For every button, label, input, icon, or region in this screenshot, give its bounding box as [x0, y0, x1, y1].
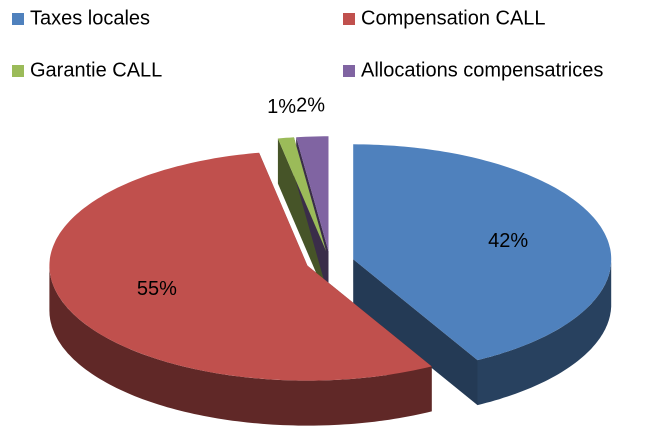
slice — [277, 137, 327, 252]
pie-labels: 42% 55% 1% 2% — [137, 95, 529, 301]
data-label: 2% — [296, 95, 325, 117]
legend-label: Garantie CALL — [30, 59, 162, 81]
slice-cut-face — [277, 138, 327, 297]
slice — [49, 152, 432, 381]
slice-cut-face — [353, 259, 478, 406]
data-label: 1% — [267, 96, 296, 118]
pie-tops — [49, 136, 612, 381]
legend-label: Allocations compensatrices — [361, 59, 603, 81]
legend-swatch — [12, 13, 24, 25]
legend: Taxes locales Compensation CALL Garantie C… — [12, 7, 603, 81]
slice — [353, 144, 612, 361]
legend-swatch — [343, 65, 355, 77]
legend-swatch — [343, 13, 355, 25]
legend-swatch — [12, 65, 24, 77]
legend-label: Taxes locales — [30, 7, 150, 29]
slice-wall — [49, 265, 432, 426]
slice — [296, 136, 329, 252]
data-label: 55% — [137, 278, 177, 300]
data-label: 42% — [488, 230, 528, 252]
legend-label: Compensation CALL — [361, 7, 546, 29]
slice-wall — [477, 259, 612, 406]
